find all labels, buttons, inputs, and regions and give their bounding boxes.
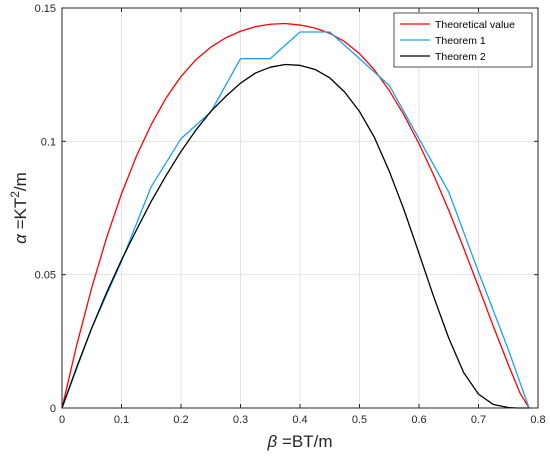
x-tick-label: 0.6 xyxy=(411,414,426,426)
y-axis-tail: /m xyxy=(11,172,30,191)
x-axis-label: β =BT/m xyxy=(267,432,333,451)
x-tick-label: 0.7 xyxy=(471,414,486,426)
x-tick-label: 0.4 xyxy=(292,414,307,426)
axis-ticks xyxy=(61,7,539,409)
series-line-theorem-2 xyxy=(61,63,530,409)
y-tick-label: 0.05 xyxy=(35,270,56,282)
x-tick-label: 0.5 xyxy=(352,414,367,426)
legend-label: Theorem 2 xyxy=(435,51,486,63)
y-tick-label: 0 xyxy=(50,403,56,415)
axis-tick-labels: 0 0.1 0.2 0.3 0.4 0.5 0.6 0.7 0.8 0 0.05 0.1 0.15 xyxy=(35,3,546,426)
legend-label: Theorem 1 xyxy=(435,35,486,47)
x-tick-label: 0.2 xyxy=(173,414,188,426)
x-tick-label: 0.8 xyxy=(530,414,545,426)
y-tick-label: 0.15 xyxy=(35,3,56,15)
grid-lines xyxy=(61,7,539,409)
y-axis-label: α =KT2/m xyxy=(8,172,30,244)
x-tick-label: 0.1 xyxy=(114,414,129,426)
y-axis-text: =KT xyxy=(11,198,30,234)
legend-label: Theoretical value xyxy=(435,19,515,31)
x-axis-symbol: β xyxy=(267,432,278,451)
legend: Theoretical value Theorem 1 Theorem 2 xyxy=(393,12,533,68)
series-lines xyxy=(61,22,530,409)
series-line-theorem-1 xyxy=(61,31,530,409)
y-tick-label: 0.1 xyxy=(41,136,56,148)
y-axis-superscript: 2 xyxy=(8,191,22,198)
x-axis-text: =BT/m xyxy=(277,432,332,451)
x-tick-label: 0 xyxy=(59,414,65,426)
y-axis-symbol: α xyxy=(11,233,30,244)
series-line-theoretical-value xyxy=(61,22,530,409)
x-tick-label: 0.3 xyxy=(233,414,248,426)
